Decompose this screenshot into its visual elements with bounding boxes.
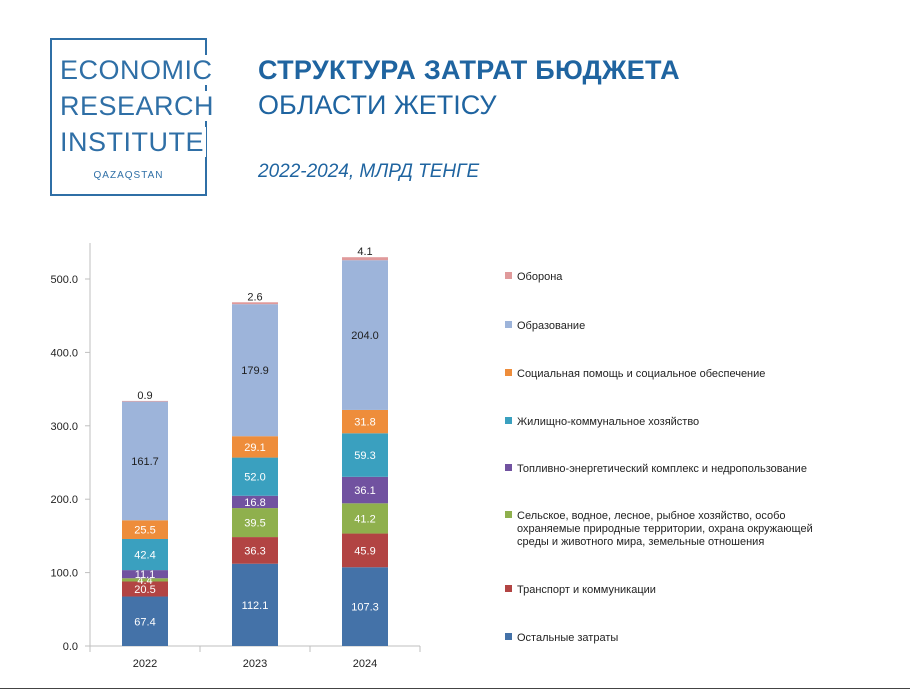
bar-segment [342,533,388,568]
data-label: 36.1 [354,485,375,497]
legend-label: Транспорт и коммуникации [517,584,656,596]
bar-segment [342,433,388,477]
data-label: 45.9 [354,545,375,557]
data-label: 25.5 [134,525,155,537]
data-label: 20.5 [134,584,155,596]
bar-segment [122,538,168,571]
data-label: 67.4 [134,616,155,628]
x-tick-label: 2022 [133,658,157,670]
bar-segment [122,578,168,582]
data-label: 112.1 [242,600,269,612]
legend-label: Жилищно-коммунальное хозяйство [517,416,699,428]
bar-segment [122,581,168,597]
data-label: 2.6 [247,291,262,303]
bar-segment [232,304,278,437]
bar-segment [232,495,278,509]
bar-segment [342,257,388,261]
legend-label: Топливно-энергетический комплекс и недро… [517,463,807,475]
legend-swatch [505,369,512,376]
y-tick-label: 300.0 [50,421,78,433]
legend-label: Остальные затраты [517,632,618,644]
legend-label: Сельское, водное, лесное, рыбное хозяйст… [517,510,786,522]
bar-segment [232,302,278,305]
bar-segment [122,520,168,539]
y-tick-label: 100.0 [50,568,78,580]
data-label: 42.4 [134,550,155,562]
bar-segment [232,457,278,496]
logo-subtitle: QAZAQSTAN [93,170,164,181]
data-label: 36.3 [244,545,265,557]
data-label: 29.1 [244,442,265,454]
bar-segment [232,436,278,458]
logo-line-institute: INSTITUTE [60,127,206,157]
data-label: 161.7 [131,456,159,468]
legend-label: охраняемые природные территории, охрана … [517,523,813,535]
legend-label: среды и животного мира, земельные отноше… [517,536,764,548]
data-label: 11.1 [135,569,156,581]
legend-label: Оборона [517,271,563,283]
data-label: 39.5 [244,518,265,530]
bar-segment [122,400,168,402]
bar-segment [342,567,388,646]
y-tick-label: 0.0 [63,641,78,653]
bar-segment [342,409,388,434]
data-label: 107.3 [351,602,379,614]
bar-segment [122,596,168,646]
page-title: СТРУКТУРА ЗАТРАТ БЮДЖЕТА [258,55,680,85]
bar-segment [232,537,278,564]
bar-segment [342,503,388,534]
x-tick-label: 2024 [353,658,377,670]
data-label: 16.8 [244,497,265,509]
data-label: 41.2 [354,513,375,525]
page-subtitle: 2022-2024, МЛРД ТЕНГЕ [258,161,480,182]
data-label: 0.9 [137,390,152,402]
bottom-divider [0,688,910,689]
y-tick-label: 400.0 [50,347,78,359]
y-tick-label: 500.0 [50,274,78,286]
legend-swatch [505,464,512,471]
legend-swatch [505,511,512,518]
bar-segment [342,476,388,504]
data-label: 204.0 [351,330,379,342]
y-tick-label: 200.0 [50,494,78,506]
logo-line-research: RESEARCH [60,91,217,121]
bar-segment [232,563,278,646]
data-label: 52.0 [244,472,265,484]
legend-swatch [505,321,512,328]
bar-segment [122,570,168,579]
logo-line-economic: ECONOMIC [60,55,215,85]
legend-swatch [505,585,512,592]
page-title-region: ОБЛАСТИ ЖЕТІСУ [258,90,497,120]
legend-label: Образование [517,320,585,332]
data-label: 59.3 [354,450,375,462]
legend-label: Социальная помощь и социальное обеспечен… [517,368,765,380]
data-label: 179.9 [241,365,269,377]
legend-swatch [505,272,512,279]
data-label: 31.8 [354,417,375,429]
legend-swatch [505,633,512,640]
bar-segment [342,260,388,410]
legend-swatch [505,417,512,424]
x-tick-label: 2023 [243,658,267,670]
data-label: 4.1 [357,246,372,258]
eri-logo: ECONOMIC RESEARCH INSTITUTE QAZAQSTAN [50,38,217,196]
bar-segment [232,508,278,538]
bar-segment [122,401,168,521]
